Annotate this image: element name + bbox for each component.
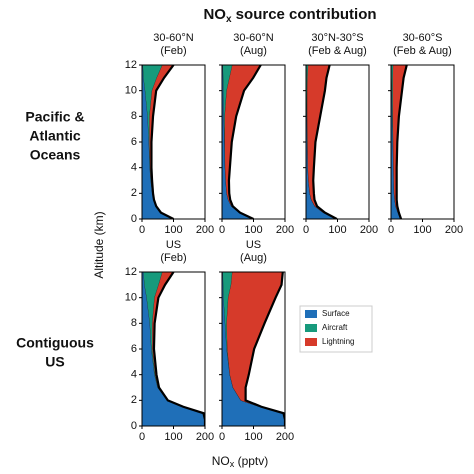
total-outline [227,65,262,219]
x-tick-label: 200 [276,224,294,236]
x-tick-label: 100 [164,431,182,443]
x-tick-label: 100 [244,431,262,443]
panel-title: US [166,239,181,251]
x-tick-label: 200 [276,431,294,443]
area [226,272,285,426]
panel-title: 30°N-30°S [311,32,363,44]
area [391,65,401,219]
area [392,65,407,219]
figure-title: NOx source contribution [203,6,376,25]
panel-title: (Feb & Aug) [393,45,452,57]
area [224,65,261,219]
panel-title: US [246,239,261,251]
total-outline [150,65,175,219]
area [142,65,174,219]
y-tick-label: 2 [131,187,137,199]
legend-swatch [305,324,317,332]
total-outline [395,65,408,219]
plot-area [391,65,408,219]
plot-area [306,65,338,219]
y-tick-label: 12 [125,266,137,278]
y-tick-label: 4 [131,369,137,381]
title-subscript: x [226,14,232,25]
panel-title: (Feb) [160,252,186,264]
x-tick-label: 100 [244,224,262,236]
y-tick-label: 8 [131,317,137,329]
row-label: Contiguous [16,335,94,351]
x-tick-label: 0 [139,224,145,236]
title-part: source contribution [232,6,377,23]
area [391,65,401,219]
area [222,272,285,426]
xlabel-subscript: x [230,459,235,469]
x-tick-label: 200 [360,224,378,236]
x-tick-label: 0 [139,431,145,443]
x-tick-label: 200 [196,224,214,236]
legend-label: Aircraft [322,323,348,332]
title-part: NO [203,6,226,23]
y-tick-label: 10 [125,85,137,97]
plot-area [142,272,205,426]
row-label: Oceans [30,147,81,163]
y-axis-label: Altitude (km) [92,211,106,278]
y-tick-label: 8 [131,110,137,122]
x-tick-label: 200 [445,224,463,236]
panel-title: (Feb & Aug) [308,45,367,57]
y-tick-label: 6 [131,343,137,355]
panel-title: 30-60°S [403,32,443,44]
legend-label: Lightning [322,337,354,346]
x-tick-label: 200 [196,431,214,443]
panel-title: (Aug) [240,45,267,57]
x-tick-label: 100 [164,224,182,236]
row-label: US [45,354,64,370]
xlabel-part: NO [212,454,230,468]
total-outline [244,272,285,426]
x-tick-label: 100 [328,224,346,236]
legend-label: Surface [322,309,350,318]
legend-swatch [305,310,317,318]
area [222,65,254,219]
panel-title: (Aug) [240,252,267,264]
row-label: Pacific & [25,109,84,125]
total-outline [152,272,205,426]
x-tick-label: 0 [219,224,225,236]
x-tick-label: 0 [303,224,309,236]
y-tick-label: 10 [125,292,137,304]
area [306,65,336,219]
plot-area [222,272,285,426]
panel-title: 30-60°N [233,32,274,44]
total-outline [312,65,338,219]
y-tick-label: 4 [131,162,137,174]
row-label: Atlantic [29,128,81,144]
plot-area [142,65,175,219]
y-tick-label: 12 [125,59,137,71]
panel-title: (Feb) [160,45,186,57]
x-tick-label: 0 [388,224,394,236]
y-tick-label: 0 [131,420,137,432]
xlabel-part: (pptv) [234,454,268,468]
area-edge [306,65,337,219]
x-axis-label: NOx (pptv) [212,454,269,469]
area [143,272,205,426]
y-tick-label: 2 [131,394,137,406]
y-tick-label: 0 [131,213,137,225]
y-tick-label: 6 [131,136,137,148]
x-tick-label: 0 [219,431,225,443]
plot-area [222,65,262,219]
area [307,65,337,219]
panel-title: 30-60°N [153,32,194,44]
legend-swatch [305,338,317,346]
x-tick-label: 100 [413,224,431,236]
area [222,65,254,219]
area [222,272,285,426]
